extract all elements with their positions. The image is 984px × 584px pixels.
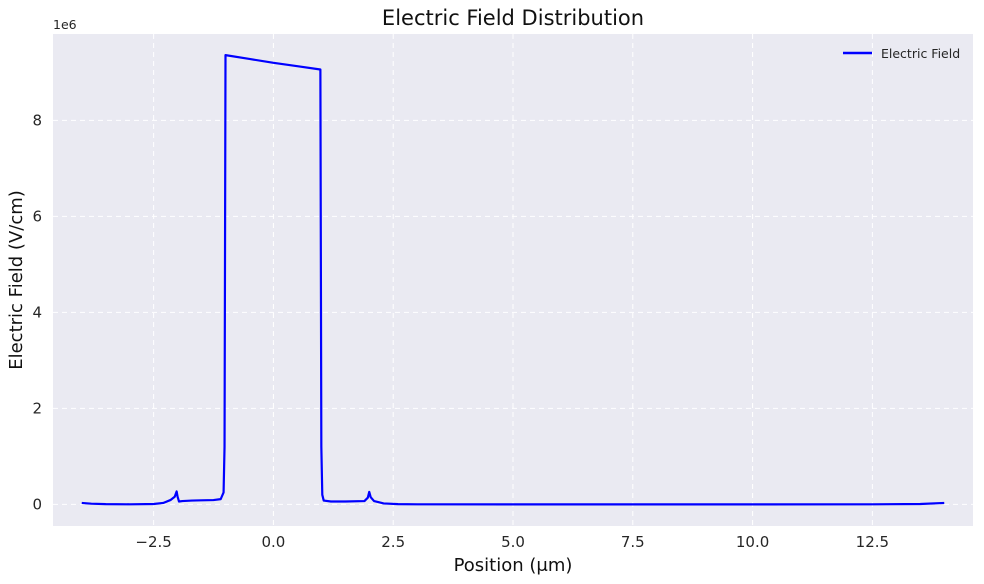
y-axis-offset-label: 1e6	[53, 17, 77, 32]
legend: Electric Field	[843, 46, 960, 61]
series-line-electric-field	[81, 54, 945, 506]
chart-title: Electric Field Distribution	[382, 6, 644, 30]
x-tick-label: 12.5	[856, 533, 889, 551]
y-tick-label: 0	[32, 495, 42, 513]
x-axis-label: Position (μm)	[454, 555, 573, 576]
y-tick-label: 4	[32, 303, 42, 321]
x-tick-label: 5.0	[501, 533, 525, 551]
x-tick-label: 0.0	[261, 533, 285, 551]
x-tick-label: 7.5	[621, 533, 645, 551]
tick-labels: −2.5 0.0 2.5 5.0 7.5 10.0 12.5 0 2 4 6 8	[32, 111, 889, 551]
y-tick-label: 6	[32, 207, 42, 225]
y-tick-label: 8	[32, 111, 42, 129]
x-tick-label: 10.0	[736, 533, 769, 551]
y-axis-label: Electric Field (V/cm)	[6, 190, 27, 370]
x-tick-label: 2.5	[381, 533, 405, 551]
legend-label-electric-field: Electric Field	[881, 46, 960, 61]
y-tick-label: 2	[32, 399, 42, 417]
series-layer	[81, 54, 945, 506]
x-tick-label: −2.5	[135, 533, 171, 551]
